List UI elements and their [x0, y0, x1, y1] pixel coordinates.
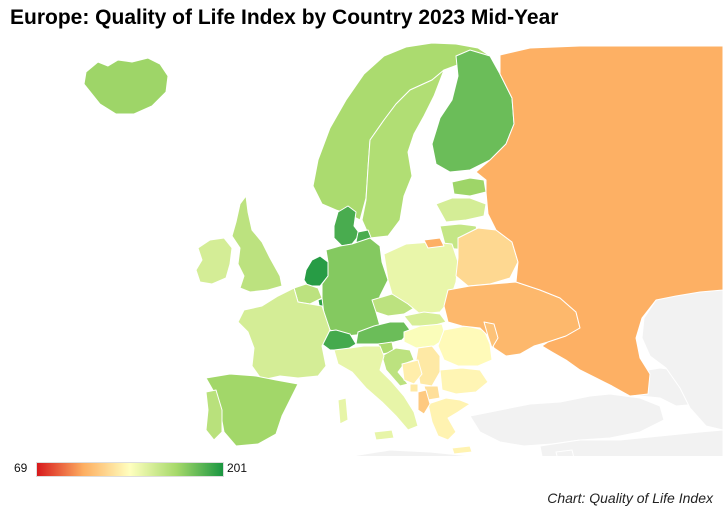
nodata-region-turkey — [469, 393, 665, 447]
country-slovakia[interactable] — [403, 311, 447, 327]
chart-credit: Chart: Quality of Life Index — [547, 490, 713, 506]
country-ireland[interactable] — [195, 237, 233, 285]
country-norway[interactable] — [312, 42, 491, 221]
legend-gradient-bar — [36, 462, 224, 477]
nodata-region-cyprus — [555, 449, 575, 456]
country-france[interactable] — [237, 287, 331, 381]
country-portugal[interactable] — [205, 389, 223, 441]
country-switzerland[interactable] — [321, 329, 357, 351]
country-albania[interactable] — [417, 389, 431, 415]
country-italy-part-2[interactable] — [373, 429, 395, 441]
country-italy-part-1[interactable] — [337, 397, 349, 425]
country-bosnia-and-herzegovina[interactable] — [401, 359, 423, 385]
no-data-regions — [283, 287, 723, 456]
nodata-region-north-africa — [283, 449, 475, 456]
country-united-kingdom[interactable] — [231, 195, 283, 293]
country-bulgaria[interactable] — [439, 367, 489, 395]
country-estonia[interactable] — [451, 177, 487, 197]
country-greece[interactable] — [427, 397, 471, 441]
country-greece-part-1[interactable] — [451, 445, 473, 455]
country-belarus[interactable] — [455, 227, 519, 287]
country-romania[interactable] — [437, 325, 493, 367]
country-regions — [83, 42, 723, 455]
country-russia[interactable] — [475, 45, 723, 397]
map-title: Europe: Quality of Life Index by Country… — [10, 6, 559, 29]
country-moldova[interactable] — [483, 321, 499, 349]
country-italy[interactable] — [333, 345, 419, 431]
country-latvia[interactable] — [435, 197, 487, 223]
color-scale-legend: 69 201 — [14, 459, 274, 479]
legend-max-label: 201 — [227, 461, 248, 475]
nodata-region-middle-east — [539, 429, 723, 456]
country-kaliningrad[interactable] — [423, 237, 445, 249]
country-germany[interactable] — [321, 237, 389, 337]
country-croatia[interactable] — [381, 347, 415, 387]
country-montenegro[interactable] — [409, 383, 419, 393]
country-denmark[interactable] — [333, 205, 361, 247]
country-sweden[interactable] — [361, 69, 445, 239]
legend-min-label: 69 — [14, 461, 28, 475]
europe-choropleth-map — [83, 42, 723, 456]
country-iceland[interactable] — [83, 57, 169, 115]
